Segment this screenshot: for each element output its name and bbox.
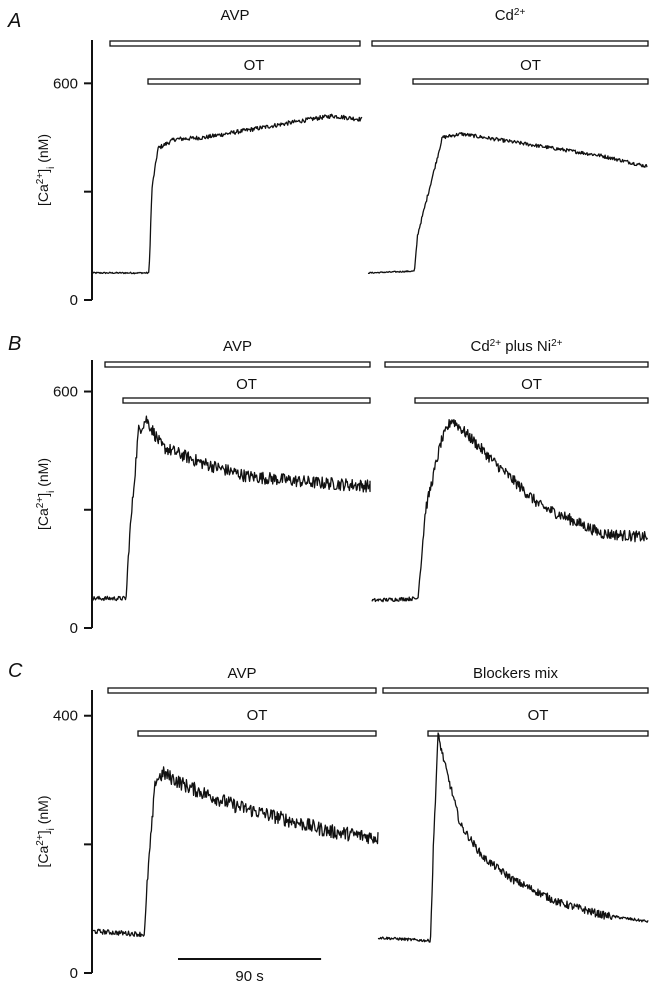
y-label-part: (nM): [35, 796, 51, 829]
ot-bar-label: OT: [528, 707, 549, 724]
y-tick-label: 400: [53, 708, 78, 725]
treatment-bar-label: Blockers mix: [473, 665, 559, 682]
treatment-bar-label: Cd2+ plus Ni2+: [470, 338, 562, 356]
ot-application-bar: [414, 397, 649, 404]
y-label-part: ]: [35, 169, 51, 173]
bar-label-part: plus Ni: [501, 338, 551, 355]
y-tick-label: 600: [53, 384, 78, 401]
ot-bar-label: OT: [236, 376, 257, 393]
bar-label-part: 2+: [490, 338, 502, 349]
y-label-part: i: [46, 167, 57, 169]
ot-bar-label: OT: [247, 707, 268, 724]
panel-letter: B: [8, 333, 21, 355]
ot-application-bar: [122, 397, 371, 404]
bar-label-part: 2+: [551, 338, 563, 349]
y-tick-label: 0: [70, 292, 78, 309]
calcium-trace-blocker: [371, 418, 648, 603]
y-axis-label: [Ca2+]i (nM): [35, 134, 57, 206]
bar-label-part: Cd: [470, 338, 489, 355]
y-label-part: (nM): [35, 458, 51, 491]
treatment-application-bar: [384, 361, 649, 368]
y-tick-label: 0: [70, 620, 78, 637]
panel-letter: C: [8, 660, 23, 682]
y-label-part: ]: [35, 493, 51, 497]
treatment-bar-label: AVP: [228, 665, 257, 682]
y-label-part: 2+: [35, 497, 46, 509]
calcium-trace-blocker: [377, 732, 649, 943]
treatment-application-bar: [371, 40, 649, 47]
y-axis-label: [Ca2+]i (nM): [35, 458, 57, 530]
y-tick-label: 600: [53, 75, 78, 92]
ot-application-bar: [137, 730, 377, 737]
y-label-part: [Ca: [35, 846, 51, 868]
treatment-bar-label: AVP: [221, 7, 250, 24]
ot-bar-label: OT: [244, 57, 265, 74]
y-label-part: ]: [35, 830, 51, 834]
y-label-part: i: [46, 491, 57, 493]
panel-letter: A: [7, 10, 21, 32]
ot-bar-label: OT: [521, 376, 542, 393]
y-label-part: [Ca: [35, 508, 51, 530]
y-label-part: [Ca: [35, 184, 51, 206]
y-label-part: i: [46, 828, 57, 830]
treatment-bar-label: AVP: [223, 338, 252, 355]
ot-application-bar: [412, 78, 649, 85]
ot-application-bar: [427, 730, 649, 737]
ot-application-bar: [147, 78, 361, 85]
y-label-part: (nM): [35, 134, 51, 167]
calcium-trace-control: [91, 766, 379, 938]
treatment-bar-label: Cd2+: [495, 7, 526, 25]
panel-c: C 0 400 [Ca2+]i (nM): [8, 660, 649, 982]
treatment-application-bar: [104, 361, 371, 368]
bar-label-part: 2+: [514, 7, 526, 18]
treatment-application-bar: [382, 687, 649, 694]
treatment-application-bar: [107, 687, 377, 694]
calcium-trace-blocker: [367, 132, 648, 275]
time-scale-label: 90 s: [235, 968, 263, 985]
bar-label-part: Cd: [495, 7, 514, 24]
treatment-application-bar: [109, 40, 361, 47]
calcium-trace-control: [91, 113, 363, 275]
ot-bar-label: OT: [520, 57, 541, 74]
y-axis-label: [Ca2+]i (nM): [35, 796, 57, 868]
calcium-trace-control: [91, 415, 371, 602]
y-label-part: 2+: [35, 173, 46, 185]
y-tick-label: 0: [70, 965, 78, 982]
y-label-part: 2+: [35, 834, 46, 846]
